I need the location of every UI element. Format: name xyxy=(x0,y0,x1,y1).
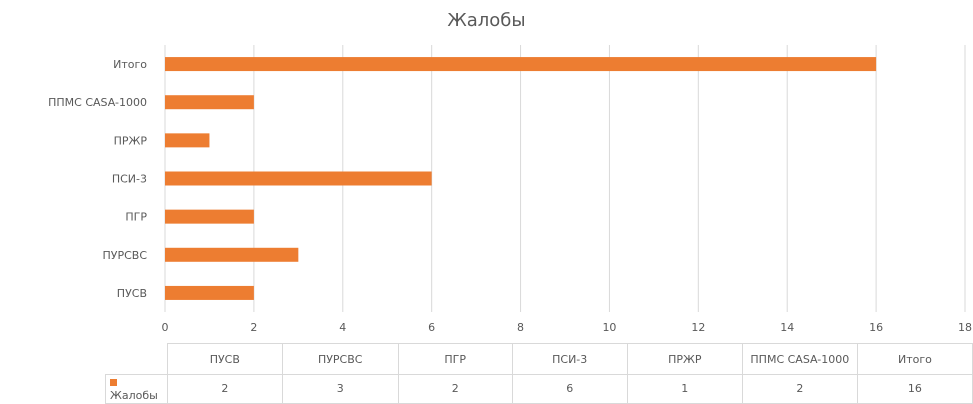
table-value-cell: 16 xyxy=(856,374,973,404)
bar-5 xyxy=(165,95,254,110)
category-label: ПУСВ xyxy=(117,287,147,300)
x-tick-label: 16 xyxy=(869,321,883,334)
x-tick-label: 0 xyxy=(162,321,169,334)
category-label: ПРЖР xyxy=(114,134,148,147)
table-values-row: Жалобы 2 3 2 6 1 2 16 xyxy=(105,374,973,404)
table-category-cell: ПУРСВС xyxy=(281,343,399,375)
legend-swatch xyxy=(110,378,117,386)
bar-chart: 0 2 4 6 8 10 12 14 16 18 ПУСВ ПУРСВС ПГР ПСИ-3 ПРЖР ППМ… xyxy=(48,45,972,334)
data-table: ПУСВ ПУРСВС ПГР ПСИ-3 ПРЖР ППМС CASA-1000 Итог… xyxy=(105,343,973,404)
category-label: ПУРСВС xyxy=(102,249,147,262)
bar-3 xyxy=(165,171,432,186)
x-tick-label: 12 xyxy=(691,321,705,334)
legend-label: Жалобы xyxy=(110,389,158,402)
table-value-cell: 3 xyxy=(281,374,399,404)
table-category-cell: ПСИ-3 xyxy=(511,343,628,375)
category-label: ПСИ-3 xyxy=(112,173,147,186)
table-header-row: ПУСВ ПУРСВС ПГР ПСИ-3 ПРЖР ППМС CASA-1000 Итог… xyxy=(105,343,973,375)
bar-2 xyxy=(165,209,254,224)
x-tick-label: 8 xyxy=(517,321,524,334)
chart-title: Жалобы xyxy=(447,10,526,31)
x-tick-label: 14 xyxy=(780,321,794,334)
table-category-cell: ПГР xyxy=(397,343,513,375)
category-label: Итого xyxy=(113,58,147,71)
table-category-cell: ПРЖР xyxy=(626,343,743,375)
table-category-cell: ППМС CASA-1000 xyxy=(741,343,858,375)
table-value-cell: 2 xyxy=(397,374,513,404)
bar-1 xyxy=(165,247,299,262)
table-value-cell: 2 xyxy=(741,374,858,404)
table-value-cell: 1 xyxy=(626,374,743,404)
bar-4 xyxy=(165,133,210,148)
category-label: ППМС CASA-1000 xyxy=(48,96,147,109)
legend-entry: Жалобы xyxy=(105,374,168,404)
x-tick-label: 4 xyxy=(339,321,346,334)
bar-6 xyxy=(165,57,877,72)
table-value-cell: 6 xyxy=(511,374,628,404)
x-tick-label: 6 xyxy=(428,321,435,334)
x-tick-label: 18 xyxy=(958,321,972,334)
x-tick-label: 10 xyxy=(602,321,616,334)
table-corner-cell xyxy=(105,343,168,375)
table-category-cell: Итого xyxy=(856,343,973,375)
bar-0 xyxy=(165,285,254,300)
table-value-cell: 2 xyxy=(166,374,283,404)
category-label: ПГР xyxy=(125,211,147,224)
table-category-cell: ПУСВ xyxy=(166,343,283,375)
x-tick-label: 2 xyxy=(250,321,257,334)
